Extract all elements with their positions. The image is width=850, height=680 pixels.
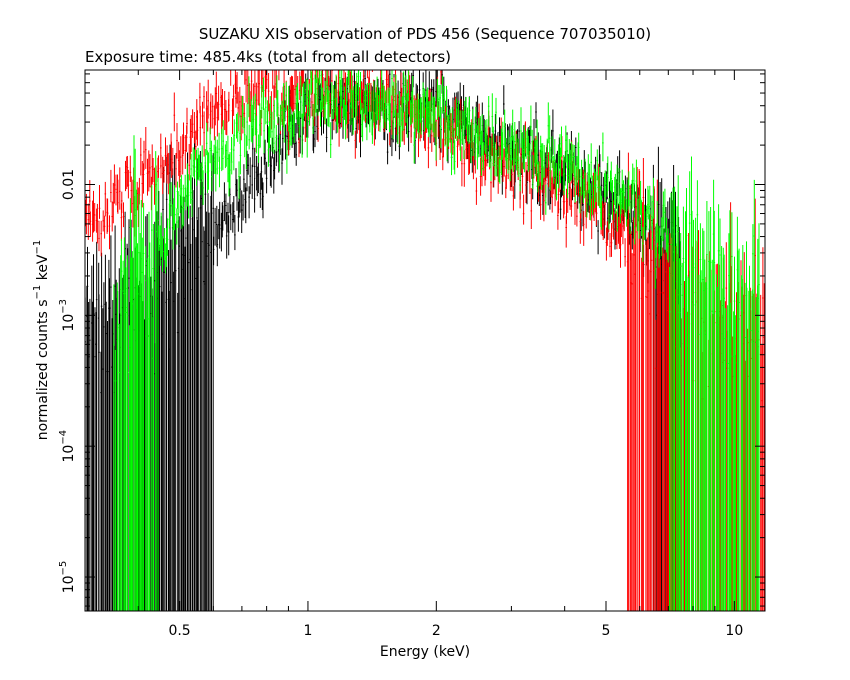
x-tick-label: 2 [432, 623, 441, 639]
series-layer [85, 70, 765, 611]
y-tick-label: 0.01 [61, 169, 77, 200]
chart-title: SUZAKU XIS observation of PDS 456 (Seque… [199, 25, 651, 43]
x-axis-label: Energy (keV) [380, 644, 470, 660]
y-tick-label-base: 10 [61, 314, 77, 332]
spectrum-series [113, 70, 760, 611]
y-tick-label: 10−4 [58, 430, 77, 463]
x-tick-label: 1 [303, 623, 312, 639]
y-axis-label: normalized counts s−1 keV−1 [32, 240, 51, 441]
y-tick-label-exponent: −3 [58, 299, 69, 314]
y-axis-label-unit: keV [35, 254, 51, 285]
y-tick-label-exponent: −4 [58, 430, 69, 445]
y-tick-label-base: 10 [61, 445, 77, 463]
x-tick-label: 10 [725, 623, 743, 639]
y-tick-label: 10−3 [58, 299, 77, 332]
y-axis-label-main: normalized counts s [35, 299, 51, 440]
y-axis-label-exp1: −1 [32, 285, 43, 300]
y-axis-label-exp2: −1 [32, 240, 43, 255]
plot-frame [84, 69, 766, 612]
y-tick-label: 10−5 [58, 561, 77, 594]
y-tick-label-base: 10 [61, 575, 77, 593]
x-tick-label: 0.5 [168, 623, 190, 639]
x-tick-label: 5 [602, 623, 611, 639]
y-tick-label-exponent: −5 [58, 561, 69, 576]
chart-subtitle: Exposure time: 485.4ks (total from all d… [85, 48, 451, 66]
